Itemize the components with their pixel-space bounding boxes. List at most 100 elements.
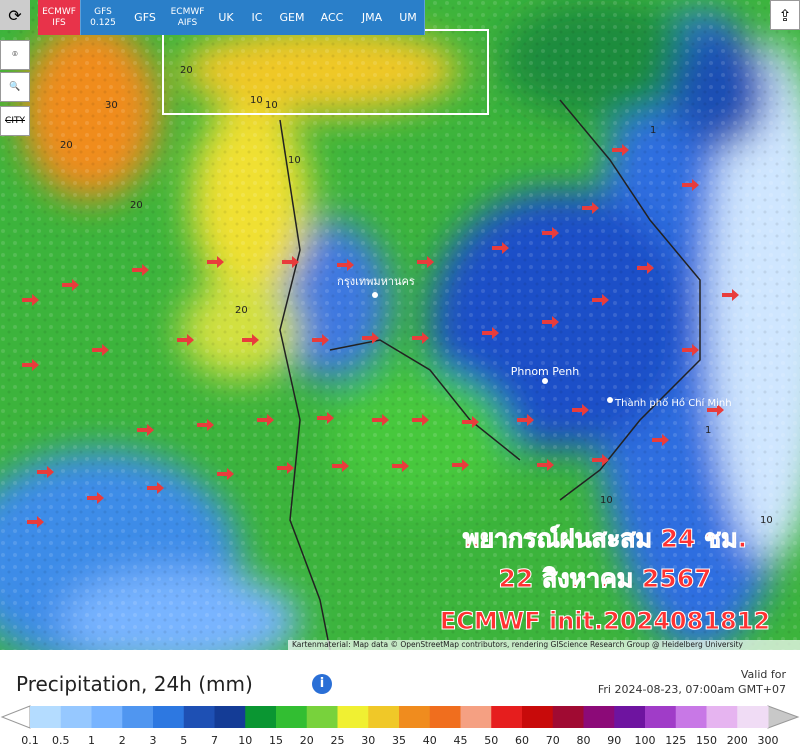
wind-arrow xyxy=(412,332,429,344)
legend-label: 100 xyxy=(635,734,656,747)
legend-swatch xyxy=(737,706,769,728)
wind-arrow xyxy=(412,414,429,426)
model-button[interactable]: ECMWF AIFS xyxy=(165,0,211,35)
contour-label: 10 xyxy=(288,155,301,166)
wind-arrow xyxy=(22,294,39,306)
model-button[interactable]: IC xyxy=(242,0,273,35)
legend-label: 30 xyxy=(361,734,375,747)
legend-label: 80 xyxy=(577,734,591,747)
legend: 0.1 0.5 1 2 3 5 7 10 15 20 25 30 35 40 45 50 60 70 80 90 100… xyxy=(0,705,800,747)
legend-swatch xyxy=(399,706,431,728)
contour-label: 10 xyxy=(265,100,278,111)
wind-arrow xyxy=(462,416,479,428)
legend-label: 45 xyxy=(454,734,468,747)
wind-arrow xyxy=(27,516,44,528)
contour-label: 20 xyxy=(180,65,193,76)
wind-arrow xyxy=(257,414,274,426)
wind-arrow xyxy=(62,279,79,291)
wind-arrow xyxy=(482,327,499,339)
wind-arrow xyxy=(572,404,589,416)
legend-swatch xyxy=(337,706,369,728)
wind-arrow xyxy=(722,289,739,301)
footer-title: Precipitation, 24h (mm) xyxy=(16,672,253,696)
zoom-button[interactable]: 🔍 xyxy=(0,72,30,102)
place-label: กรุงเทพมหานคร xyxy=(337,275,415,288)
model-button[interactable]: GEM xyxy=(272,0,313,35)
legend-swatch xyxy=(645,706,677,728)
legend-label: 2 xyxy=(119,734,126,747)
contour-label: 20 xyxy=(60,140,73,151)
legend-label: 125 xyxy=(665,734,686,747)
wind-arrow xyxy=(517,414,534,426)
wind-arrow xyxy=(362,332,379,344)
legend-label: 3 xyxy=(150,734,157,747)
wind-arrow xyxy=(242,334,259,346)
wind-arrow xyxy=(542,316,559,328)
legend-arrow-low xyxy=(0,705,31,729)
legend-swatch xyxy=(276,706,308,728)
model-button[interactable]: ACC xyxy=(312,0,353,35)
legend-swatch xyxy=(214,706,246,728)
wind-arrow xyxy=(582,202,599,214)
legend-arrow-high xyxy=(767,705,800,729)
legend-label: 25 xyxy=(331,734,345,747)
contour-label: 10 xyxy=(600,495,613,506)
valid-time: Fri 2024-08-23, 07:00am GMT+07 xyxy=(597,683,786,696)
wind-arrow xyxy=(137,424,154,436)
overlay-text: 22 สิงหาคม 2567 xyxy=(499,564,712,593)
legend-swatch xyxy=(91,706,123,728)
model-button[interactable]: ECMWF IFS xyxy=(38,0,81,35)
wind-arrow xyxy=(637,262,654,274)
wind-arrow xyxy=(37,466,54,478)
legend-swatch xyxy=(429,706,461,728)
wind-arrow xyxy=(207,256,224,268)
legend-label: 60 xyxy=(515,734,529,747)
legend-swatch xyxy=(368,706,400,728)
wind-arrow xyxy=(492,242,509,254)
legend-label: 50 xyxy=(484,734,498,747)
legend-swatch xyxy=(706,706,738,728)
city-button[interactable]: CITY xyxy=(0,106,30,136)
legend-label: 0.1 xyxy=(21,734,39,747)
wind-arrow xyxy=(332,460,349,472)
contour-label: 30 xyxy=(105,100,118,111)
location-button[interactable]: ⌾ xyxy=(0,40,30,70)
model-button[interactable]: UM xyxy=(392,0,425,35)
wind-arrow xyxy=(592,294,609,306)
wind-arrow xyxy=(317,412,334,424)
wind-arrow xyxy=(612,144,629,156)
place-label: Thành phố Hồ Chí Minh xyxy=(614,397,732,409)
info-button[interactable]: i xyxy=(312,674,332,694)
model-button[interactable]: JMA xyxy=(352,0,393,35)
map: กรุงเทพมหานคร Phnom Penh Thành phố Hồ Ch… xyxy=(0,0,800,650)
wind-arrow xyxy=(682,344,699,356)
legend-label: 15 xyxy=(269,734,283,747)
legend-label: 5 xyxy=(180,734,187,747)
contour-label: 1 xyxy=(650,125,656,136)
share-button[interactable]: ⇪ xyxy=(770,0,800,30)
wind-arrow xyxy=(177,334,194,346)
legend-swatch xyxy=(491,706,523,728)
refresh-button[interactable]: ⟳ xyxy=(0,0,30,30)
model-button[interactable]: GFS 0.125 xyxy=(81,0,126,35)
model-button[interactable]: GFS xyxy=(125,0,166,35)
legend-swatch xyxy=(306,706,338,728)
legend-label: 0.5 xyxy=(52,734,70,747)
legend-label: 200 xyxy=(727,734,748,747)
wind-arrow xyxy=(707,404,724,416)
wind-arrow xyxy=(417,256,434,268)
wind-arrow xyxy=(652,434,669,446)
wind-arrow xyxy=(682,179,699,191)
footer: Precipitation, 24h (mm) i Valid for Fri … xyxy=(0,650,800,749)
legend-label: 1 xyxy=(88,734,95,747)
wind-arrow xyxy=(277,462,294,474)
overlay-text: ECMWF init.2024081812 xyxy=(440,607,770,635)
model-button[interactable]: UK xyxy=(210,0,243,35)
legend-swatch xyxy=(583,706,615,728)
overlay-text: พยากรณ์ฝนสะสม 24 ชม. xyxy=(463,524,747,553)
wind-arrow xyxy=(312,334,329,346)
contour-label: 10 xyxy=(760,515,773,526)
legend-swatch xyxy=(522,706,554,728)
legend-label: 300 xyxy=(758,734,779,747)
